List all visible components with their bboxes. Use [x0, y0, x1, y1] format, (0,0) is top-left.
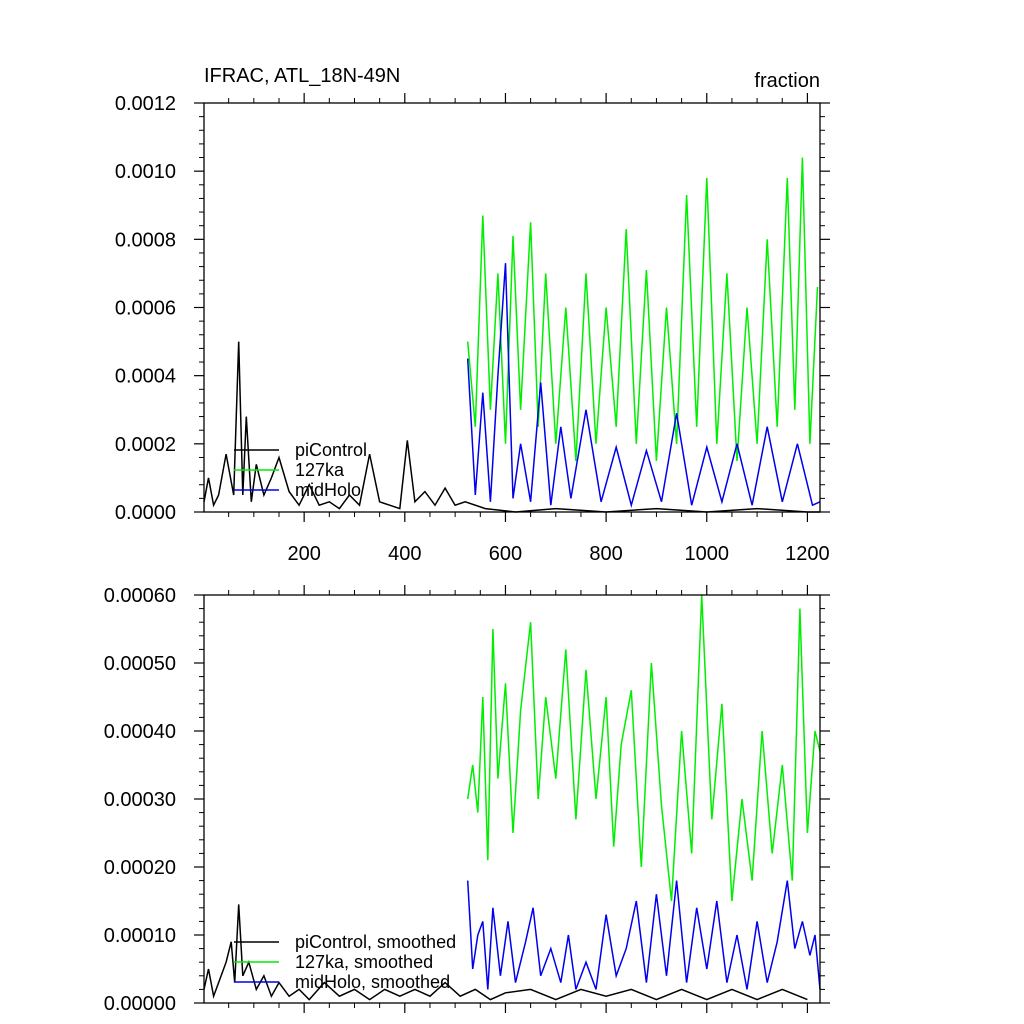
legend-label: midHolo, smoothed [295, 972, 450, 992]
bottom-panel-axes-group: 0.00000 0.00010 0.00020 0.00030 0.00040 0.000… [104, 585, 830, 1015]
legend-label: midHolo [295, 480, 361, 500]
x-tick-label: 1200 [785, 543, 830, 565]
x-tick-label: 1000 [685, 543, 730, 565]
series-line-midholo-smoothed [466, 880, 821, 990]
y-tick-label: 0.0000 [115, 502, 176, 524]
x-tick-label: 600 [489, 543, 522, 565]
legend-label: 127ka [295, 460, 345, 480]
y-tick-label: 0.00000 [104, 993, 176, 1015]
legend-label: piControl, smoothed [295, 932, 456, 952]
y-tick-label: 0.0010 [115, 161, 176, 183]
legend-label: piControl [295, 440, 367, 460]
y-tick-label: 0.00010 [104, 925, 176, 947]
x-tick-label: 200 [287, 543, 320, 565]
y-tick-label: 0.0008 [115, 229, 176, 251]
y-tick-label: 0.00020 [104, 857, 176, 879]
y-tick-label: 0.0004 [115, 366, 176, 388]
x-tick-label: 400 [388, 543, 421, 565]
series-line-picontrol-smoothed [203, 904, 808, 1001]
top-panel-units: fraction [754, 70, 820, 92]
series-line-127ka [466, 157, 819, 461]
y-tick-label: 0.00040 [104, 721, 176, 743]
y-tick-label: 0.00030 [104, 789, 176, 811]
top-panel-title: IFRAC, ATL_18N-49N [204, 65, 400, 87]
y-tick-label: 0.0002 [115, 434, 176, 456]
top-panel: IFRAC, ATL_18N-49N fraction 0.0000 0.0002… [115, 65, 830, 565]
legend-label: 127ka, smoothed [295, 952, 433, 972]
bottom-panel: 0.00000 0.00010 0.00020 0.00030 0.00040 0.000… [104, 585, 830, 1015]
x-tick-label: 800 [589, 543, 622, 565]
series-line-127ka-smoothed [466, 594, 821, 902]
y-tick-label: 0.0006 [115, 298, 176, 320]
top-panel-axes-group: 0.0000 0.0002 0.0004 0.0006 0.0008 0.0010 0.00… [115, 93, 830, 565]
y-tick-label: 0.00050 [104, 653, 176, 675]
bottom-panel-series-group [203, 594, 821, 1001]
series-line-midholo [466, 263, 821, 509]
y-tick-label: 0.00060 [104, 585, 176, 607]
y-tick-label: 0.0012 [115, 93, 176, 115]
